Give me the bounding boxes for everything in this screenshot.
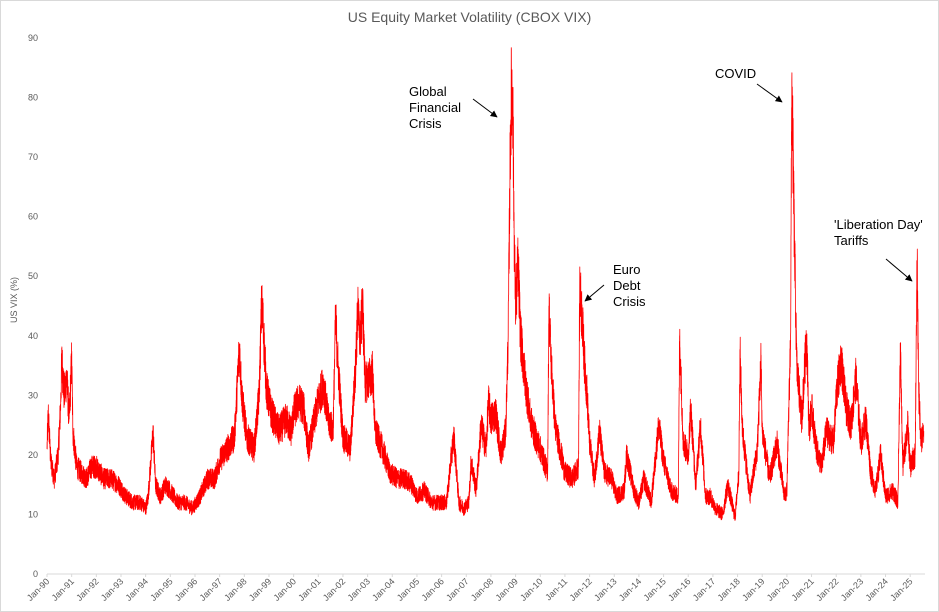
x-tick-label: Jan-18 (715, 576, 742, 603)
x-tick-label: Jan-23 (839, 576, 866, 603)
annotation-text: Euro (613, 262, 640, 277)
x-tick-label: Jan-17 (691, 576, 718, 603)
x-tick-label: Jan-19 (740, 576, 767, 603)
x-tick-label: Jan-91 (50, 576, 77, 603)
annotation-text: 'Liberation Day' (834, 217, 923, 232)
annotations: GlobalFinancialCrisisEuroDebtCrisisCOVID… (409, 66, 923, 309)
x-tick-label: Jan-12 (567, 576, 594, 603)
annotation-text: Financial (409, 100, 461, 115)
x-tick-label: Jan-24 (863, 576, 890, 603)
y-tick-label: 40 (28, 331, 38, 341)
x-tick-label: Jan-92 (74, 576, 101, 603)
x-tick-label: Jan-94 (124, 576, 151, 603)
annotation-arrow (885, 258, 913, 282)
x-tick-label: Jan-95 (148, 576, 175, 603)
x-tick-label: Jan-14 (617, 576, 644, 603)
annotation-text: Crisis (613, 294, 646, 309)
annotation-text: COVID (715, 66, 756, 81)
x-tick-label: Jan-11 (543, 576, 569, 602)
x-tick-label: Jan-21 (789, 576, 816, 603)
y-tick-label: 50 (28, 271, 38, 281)
x-tick-label: Jan-09 (493, 576, 520, 603)
y-tick-label: 0 (33, 569, 38, 579)
x-tick-label: Jan-90 (25, 576, 52, 603)
y-axis-ticks: 0 10 20 30 40 50 60 70 80 90 (28, 33, 38, 579)
y-tick-label: 20 (28, 450, 38, 460)
annotation-text: Tariffs (834, 233, 869, 248)
x-tick-label: Jan-06 (419, 576, 446, 603)
y-tick-label: 90 (28, 33, 38, 43)
x-tick-label: Jan-22 (814, 576, 841, 603)
x-tick-label: Jan-99 (247, 576, 274, 603)
x-tick-label: Jan-98 (222, 576, 249, 603)
annotation-arrow (584, 284, 605, 302)
y-tick-label: 80 (28, 93, 38, 103)
y-tick-label: 70 (28, 152, 38, 162)
x-axis-ticks: Jan-90Jan-91Jan-92Jan-93Jan-94Jan-95Jan-… (25, 574, 915, 603)
x-tick-label: Jan-00 (272, 576, 299, 603)
x-tick-label: Jan-97 (198, 576, 225, 603)
x-tick-label: Jan-02 (321, 576, 348, 603)
annotation-arrow (472, 98, 498, 118)
x-tick-label: Jan-10 (518, 576, 545, 603)
vix-line (46, 47, 925, 521)
x-tick-label: Jan-01 (296, 576, 323, 603)
x-tick-label: Jan-03 (345, 576, 372, 603)
x-tick-label: Jan-16 (666, 576, 693, 603)
x-tick-label: Jan-25 (888, 576, 915, 603)
x-tick-label: Jan-07 (444, 576, 471, 603)
annotation-arrow (756, 83, 783, 103)
y-tick-label: 10 (28, 509, 38, 519)
y-tick-label: 30 (28, 390, 38, 400)
x-tick-label: Jan-20 (765, 576, 792, 603)
x-tick-label: Jan-08 (469, 576, 496, 603)
x-tick-label: Jan-15 (641, 576, 668, 603)
annotation-text: Debt (613, 278, 641, 293)
x-tick-label: Jan-04 (370, 576, 397, 603)
x-tick-label: Jan-05 (395, 576, 422, 603)
vix-series (46, 47, 925, 521)
x-tick-label: Jan-96 (173, 576, 200, 603)
chart-title: US Equity Market Volatility (CBOX VIX) (347, 9, 592, 25)
x-tick-label: Jan-93 (99, 576, 126, 603)
y-tick-label: 60 (28, 212, 38, 222)
annotation-text: Global (409, 84, 447, 99)
x-tick-label: Jan-13 (592, 576, 619, 603)
annotation-text: Crisis (409, 116, 442, 131)
